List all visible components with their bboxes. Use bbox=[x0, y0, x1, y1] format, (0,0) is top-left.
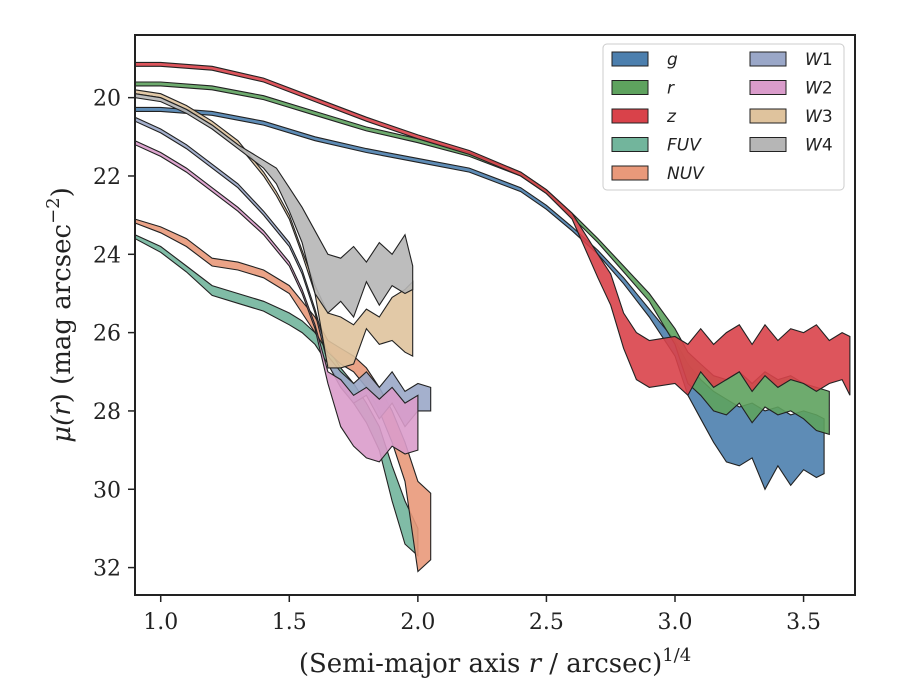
band-w1 bbox=[134, 116, 432, 428]
legend-label-fuv: FUV bbox=[667, 136, 702, 156]
y-tick-label: 32 bbox=[93, 557, 121, 582]
legend-swatch-w2 bbox=[749, 80, 787, 95]
plot-frame bbox=[134, 34, 856, 596]
x-tick-label: 1.0 bbox=[143, 610, 178, 635]
y-axis: 20 22 24 26 28 30 32 bbox=[93, 87, 135, 582]
legend: grz FUV NUV W1 W2 W3 W4 bbox=[602, 43, 845, 191]
legend-label-w1: W1 bbox=[805, 50, 833, 70]
y-axis-label: μ(r) (mag arcsec−2) bbox=[43, 187, 77, 443]
y-tick-label: 24 bbox=[93, 243, 121, 268]
y-tick-label: 28 bbox=[93, 400, 121, 425]
legend-label-nuv: NUV bbox=[667, 164, 705, 184]
legend-swatch-z bbox=[611, 108, 649, 124]
legend-label-w4: W4 bbox=[805, 136, 833, 156]
series-bands bbox=[134, 61, 851, 573]
band-g bbox=[134, 106, 825, 491]
x-tick-label: 2.0 bbox=[400, 610, 435, 635]
legend-label-r: r bbox=[667, 79, 675, 99]
legend-swatch-w4 bbox=[749, 137, 787, 152]
x-tick-label: 3.0 bbox=[658, 610, 693, 635]
x-axis: 1.0 1.5 2.0 2.5 3.0 3.5 bbox=[143, 595, 821, 635]
legend-label-z: z bbox=[666, 107, 677, 127]
band-z bbox=[134, 61, 851, 397]
y-tick-label: 22 bbox=[93, 165, 121, 190]
legend-label-g: g bbox=[667, 50, 678, 70]
legend-label-w2: W2 bbox=[805, 79, 833, 99]
legend-swatch-w1 bbox=[749, 51, 787, 67]
x-axis-label: (Semi-major axis r / arcsec)1/4 bbox=[299, 645, 691, 679]
legend-swatch-w3 bbox=[749, 108, 787, 124]
y-tick-label: 26 bbox=[93, 322, 121, 347]
legend-label-w3: W3 bbox=[805, 107, 833, 127]
legend-swatch-r bbox=[611, 80, 649, 95]
x-tick-label: 3.5 bbox=[786, 610, 821, 635]
y-tick-label: 30 bbox=[93, 478, 121, 503]
band-w3 bbox=[134, 89, 414, 369]
x-tick-label: 1.5 bbox=[272, 610, 307, 635]
legend-swatch-g bbox=[611, 51, 649, 67]
band-w4 bbox=[134, 93, 414, 319]
legend-swatch-fuv bbox=[611, 137, 649, 152]
y-tick-label: 20 bbox=[93, 87, 121, 112]
band-w2 bbox=[134, 139, 419, 463]
x-tick-label: 2.5 bbox=[529, 610, 564, 635]
legend-swatch-nuv bbox=[611, 165, 649, 181]
